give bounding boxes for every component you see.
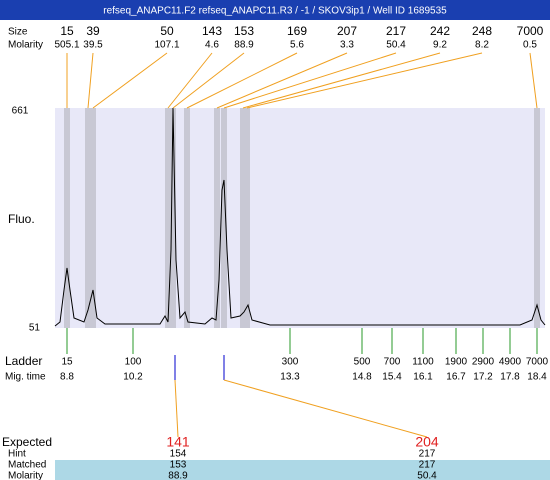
peak-size: 153 — [234, 24, 254, 38]
peak-band — [214, 108, 220, 328]
title-bar — [0, 0, 550, 20]
ladder-size: 300 — [282, 357, 299, 368]
peak-band — [240, 108, 246, 328]
row-label: Expected — [2, 435, 52, 449]
peak-size: 50 — [160, 24, 174, 38]
peak-connector — [216, 52, 348, 109]
peak-molarity: 3.3 — [340, 40, 354, 51]
peak-connector — [242, 52, 441, 109]
peak-band — [90, 108, 96, 328]
ladder-mig-time: 10.2 — [123, 372, 143, 383]
trace — [54, 107, 546, 327]
row-label: Matched — [8, 460, 46, 471]
peak-band — [534, 108, 540, 328]
peak-size: 248 — [472, 24, 492, 38]
peak-molarity: 0.5 — [523, 40, 537, 51]
ladder-size: 500 — [354, 357, 371, 368]
cell: 153 — [170, 460, 187, 471]
peak-band — [170, 108, 176, 328]
peak-molarity: 5.6 — [290, 40, 304, 51]
peak-molarity: 88.9 — [234, 40, 254, 51]
y-top-label: 661 — [12, 106, 29, 117]
ladder-mig-time: 16.7 — [446, 372, 466, 383]
peak-size: 15 — [60, 24, 74, 38]
cell: 204 — [415, 434, 439, 450]
row-label: Molarity — [8, 471, 43, 480]
mig-time-label: Mig. time — [5, 372, 46, 383]
peak-molarity: 8.2 — [475, 40, 489, 51]
molarity-label: Molarity — [8, 40, 43, 51]
peak-size: 39 — [86, 24, 100, 38]
peak-connector — [87, 52, 94, 109]
title: refseq_ANAPC11.F2 refseq_ANAPC11.R3 / -1… — [103, 6, 447, 17]
peak-molarity: 505.1 — [54, 40, 79, 51]
matched-bg — [55, 460, 550, 480]
ladder-mig-time: 15.4 — [382, 372, 402, 383]
peak-band — [184, 108, 190, 328]
y-bottom-label: 51 — [29, 323, 41, 334]
peak-size: 7000 — [517, 24, 544, 38]
cell: 141 — [166, 434, 190, 450]
ladder-mig-time: 17.2 — [473, 372, 493, 383]
ladder-mig-time: 18.4 — [527, 372, 547, 383]
plot-area — [55, 108, 545, 328]
peak-size: 217 — [386, 24, 406, 38]
peak-band — [165, 108, 171, 328]
peak-band — [221, 108, 227, 328]
peak-connector — [529, 52, 538, 109]
ladder-size: 7000 — [526, 357, 549, 368]
cell: 217 — [419, 449, 436, 460]
ladder-mig-time: 14.8 — [352, 372, 372, 383]
ladder-size: 100 — [125, 357, 142, 368]
peak-connector — [246, 52, 483, 109]
cell: 88.9 — [168, 471, 188, 480]
peak-size: 143 — [202, 24, 222, 38]
peak-band — [85, 108, 91, 328]
peak-band — [244, 108, 250, 328]
row-label: Hint — [8, 449, 26, 460]
peak-molarity: 107.1 — [154, 40, 179, 51]
ladder-mig-time: 17.8 — [500, 372, 520, 383]
ladder-size: 2900 — [472, 357, 495, 368]
peak-molarity: 39.5 — [83, 40, 103, 51]
peak-molarity: 4.6 — [205, 40, 219, 51]
peak-molarity: 50.4 — [386, 40, 406, 51]
peak-size: 242 — [430, 24, 450, 38]
ladder-label: Ladder — [5, 354, 42, 368]
peak-molarity: 9.2 — [433, 40, 447, 51]
ladder-size: 15 — [61, 357, 73, 368]
connector — [174, 379, 179, 438]
ladder-mig-time: 16.1 — [413, 372, 433, 383]
ladder-size: 1900 — [445, 357, 468, 368]
ladder-mig-time: 8.8 — [60, 372, 74, 383]
cell: 154 — [170, 449, 187, 460]
peak-connector — [223, 52, 397, 109]
cell: 50.4 — [417, 471, 437, 480]
peak-size: 169 — [287, 24, 307, 38]
ladder-size: 1100 — [412, 357, 434, 368]
size-label: Size — [8, 27, 28, 38]
cell: 217 — [419, 460, 436, 471]
connector — [223, 379, 428, 438]
peak-connector — [167, 52, 213, 109]
peak-size: 207 — [337, 24, 357, 38]
peak-connector — [186, 52, 298, 109]
ladder-mig-time: 13.3 — [280, 372, 300, 383]
y-axis-label: Fluo. — [8, 212, 35, 226]
peak-band — [64, 108, 70, 328]
peak-connector — [92, 52, 168, 109]
ladder-size: 700 — [384, 357, 401, 368]
peak-connector — [172, 52, 245, 109]
ladder-size: 4900 — [499, 357, 522, 368]
